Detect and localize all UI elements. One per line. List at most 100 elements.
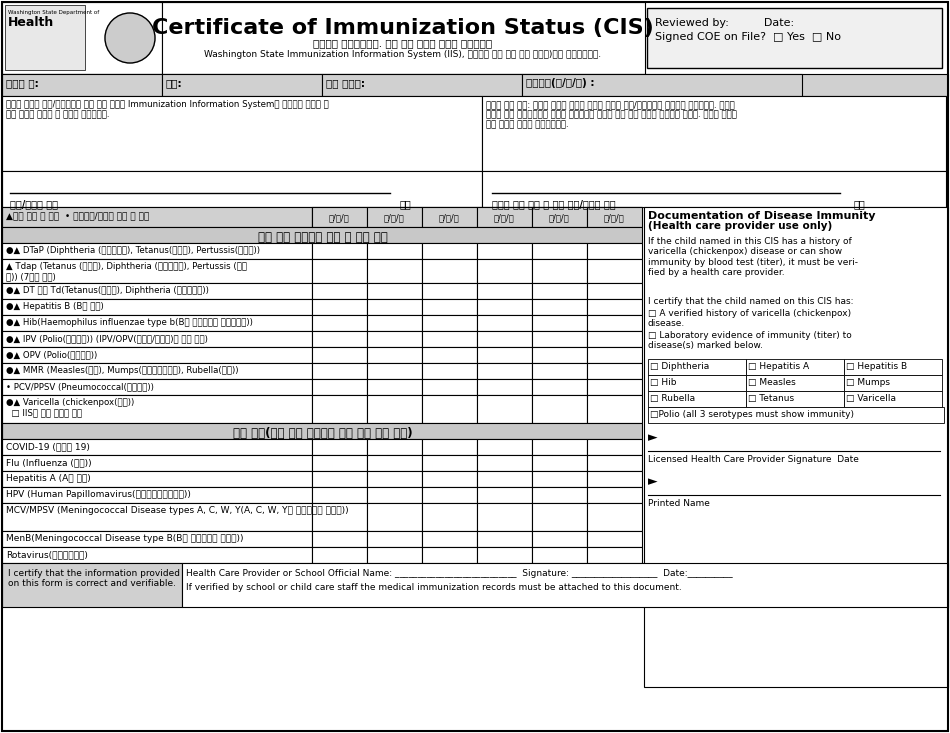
Text: 월/일/년: 월/일/년 xyxy=(384,213,405,222)
Bar xyxy=(367,299,422,315)
Bar xyxy=(312,315,367,331)
Bar xyxy=(367,331,422,347)
Text: 월/일/년: 월/일/년 xyxy=(439,213,460,222)
Bar xyxy=(367,379,422,395)
Bar xyxy=(587,379,642,395)
Text: Reviewed by:          Date:: Reviewed by: Date: xyxy=(655,18,794,28)
Text: ▲학교 입학 시 필수  • 어린이집/유치원 입학 시 필수: ▲학교 입학 시 필수 • 어린이집/유치원 입학 시 필수 xyxy=(6,211,149,220)
Bar xyxy=(587,283,642,299)
Bar xyxy=(587,299,642,315)
Bar xyxy=(2,503,312,531)
Bar xyxy=(422,347,477,363)
Text: 중간 이니셜:: 중간 이니셜: xyxy=(326,78,365,88)
Bar xyxy=(312,243,367,259)
Bar xyxy=(532,471,587,487)
Bar xyxy=(2,363,312,379)
Bar xyxy=(312,439,367,455)
Text: ●▲ Hepatitis B (B형 간염): ●▲ Hepatitis B (B형 간염) xyxy=(6,302,104,311)
Bar xyxy=(367,363,422,379)
Bar xyxy=(367,531,422,547)
Bar xyxy=(532,379,587,395)
Bar xyxy=(477,379,532,395)
Bar xyxy=(312,299,367,315)
Text: 관한 안내는 뒷면을 참조하십시오.: 관한 안내는 뒷면을 참조하십시오. xyxy=(486,120,569,129)
Bar xyxy=(648,407,944,423)
Text: Hepatitis A (A형 간염): Hepatitis A (A형 간염) xyxy=(6,474,91,483)
Bar xyxy=(648,375,746,391)
Text: ●▲ DTaP (Diphtheria (디프테리아), Tetanus(파상풍), Pertussis(백일해)): ●▲ DTaP (Diphtheria (디프테리아), Tetanus(파상풍… xyxy=(6,246,260,255)
Bar xyxy=(587,363,642,379)
Text: ●▲ DT 또는 Td(Tetanus(파상풍), Diphtheria (디프테리아)): ●▲ DT 또는 Td(Tetanus(파상풍), Diphtheria (디프… xyxy=(6,286,209,295)
Bar xyxy=(477,439,532,455)
Bar xyxy=(532,531,587,547)
Bar xyxy=(532,347,587,363)
Text: □ Diphtheria: □ Diphtheria xyxy=(650,362,710,371)
Bar xyxy=(532,455,587,471)
Bar xyxy=(477,487,532,503)
Bar xyxy=(477,243,532,259)
Text: □Polio (all 3 serotypes must show immunity): □Polio (all 3 serotypes must show immuni… xyxy=(650,410,854,419)
Text: 본인은 자녀의 학교/어린이집이 예방 접종 정보를 Immunization Information System에 추가하여 학교가 자: 본인은 자녀의 학교/어린이집이 예방 접종 정보를 Immunization … xyxy=(6,100,329,109)
Bar xyxy=(2,2,162,74)
Text: 자녀를 계속 재학시키려면 정해진 마감일까지 필요한 예방 접종 서류를 제공해야 합니다. 조건부 상태에: 자녀를 계속 재학시키려면 정해진 마감일까지 필요한 예방 접종 서류를 제공… xyxy=(486,110,737,119)
Bar xyxy=(2,379,312,395)
Bar xyxy=(422,487,477,503)
Bar xyxy=(367,547,422,563)
Bar xyxy=(182,563,948,607)
Bar xyxy=(532,299,587,315)
Bar xyxy=(2,531,312,547)
Bar xyxy=(587,439,642,455)
Text: ●▲ Hib(Haemophilus influenzae type b(B형 헤모필루스 인플루에자)): ●▲ Hib(Haemophilus influenzae type b(B형 … xyxy=(6,318,253,327)
Bar xyxy=(312,259,367,283)
Bar xyxy=(532,243,587,259)
Bar xyxy=(844,359,942,375)
Bar xyxy=(367,259,422,283)
Text: 이름:: 이름: xyxy=(166,78,182,88)
Bar xyxy=(422,243,477,259)
Text: If verified by school or child care staff the medical immunization records must : If verified by school or child care staf… xyxy=(186,583,682,592)
Text: Certificate of Immunization Status (CIS): Certificate of Immunization Status (CIS) xyxy=(152,18,654,38)
Text: □ Hib: □ Hib xyxy=(650,378,676,387)
Bar xyxy=(312,531,367,547)
Text: □ Tetanus: □ Tetanus xyxy=(748,394,794,403)
Circle shape xyxy=(105,13,155,63)
Bar xyxy=(367,395,422,423)
Bar xyxy=(587,347,642,363)
Bar xyxy=(844,391,942,407)
Bar xyxy=(422,207,477,227)
Bar xyxy=(532,503,587,531)
Bar xyxy=(532,363,587,379)
Text: □ Mumps: □ Mumps xyxy=(846,378,890,387)
Text: Washington State Department of: Washington State Department of xyxy=(8,10,99,15)
Text: 부모/보호자 서명: 부모/보호자 서명 xyxy=(10,199,58,209)
Text: Health Care Provider or School Official Name: ___________________________  Signa: Health Care Provider or School Official … xyxy=(186,569,732,578)
Text: 월/일/년: 월/일/년 xyxy=(549,213,569,222)
Bar xyxy=(587,503,642,531)
Text: 학교 또는 어린이집 입학 시 필수 백신: 학교 또는 어린이집 입학 시 필수 백신 xyxy=(258,231,388,244)
Bar xyxy=(422,455,477,471)
Bar xyxy=(587,547,642,563)
Bar xyxy=(322,74,522,96)
Text: ▲ Tdap (Tetanus (파상풍), Diphtheria (디프테리아), Pertussis (백일
해)) (7학년 이상): ▲ Tdap (Tetanus (파상풍), Diphtheria (디프테리아… xyxy=(6,262,247,281)
Bar xyxy=(312,207,367,227)
Bar xyxy=(312,503,367,531)
Text: □ Rubella: □ Rubella xyxy=(650,394,695,403)
Bar xyxy=(5,5,85,70)
Text: ►: ► xyxy=(648,431,657,444)
Text: Health: Health xyxy=(8,16,54,29)
Bar xyxy=(587,315,642,331)
Bar xyxy=(422,299,477,315)
Bar xyxy=(162,2,645,74)
Bar xyxy=(312,331,367,347)
Bar xyxy=(2,207,312,227)
Bar xyxy=(422,395,477,423)
Text: Washington State Immunization Information System (IIS), 워싱턴주 예방 접종 정보 시스템)에서 인쇄하: Washington State Immunization Informatio… xyxy=(204,50,601,59)
Bar xyxy=(312,395,367,423)
Text: I certify that the information provided
on this form is correct and verifiable.: I certify that the information provided … xyxy=(8,569,180,589)
Bar xyxy=(844,375,942,391)
Bar xyxy=(2,547,312,563)
Bar xyxy=(587,455,642,471)
Bar xyxy=(2,299,312,315)
Bar xyxy=(367,315,422,331)
Text: 날짜: 날짜 xyxy=(854,199,865,209)
